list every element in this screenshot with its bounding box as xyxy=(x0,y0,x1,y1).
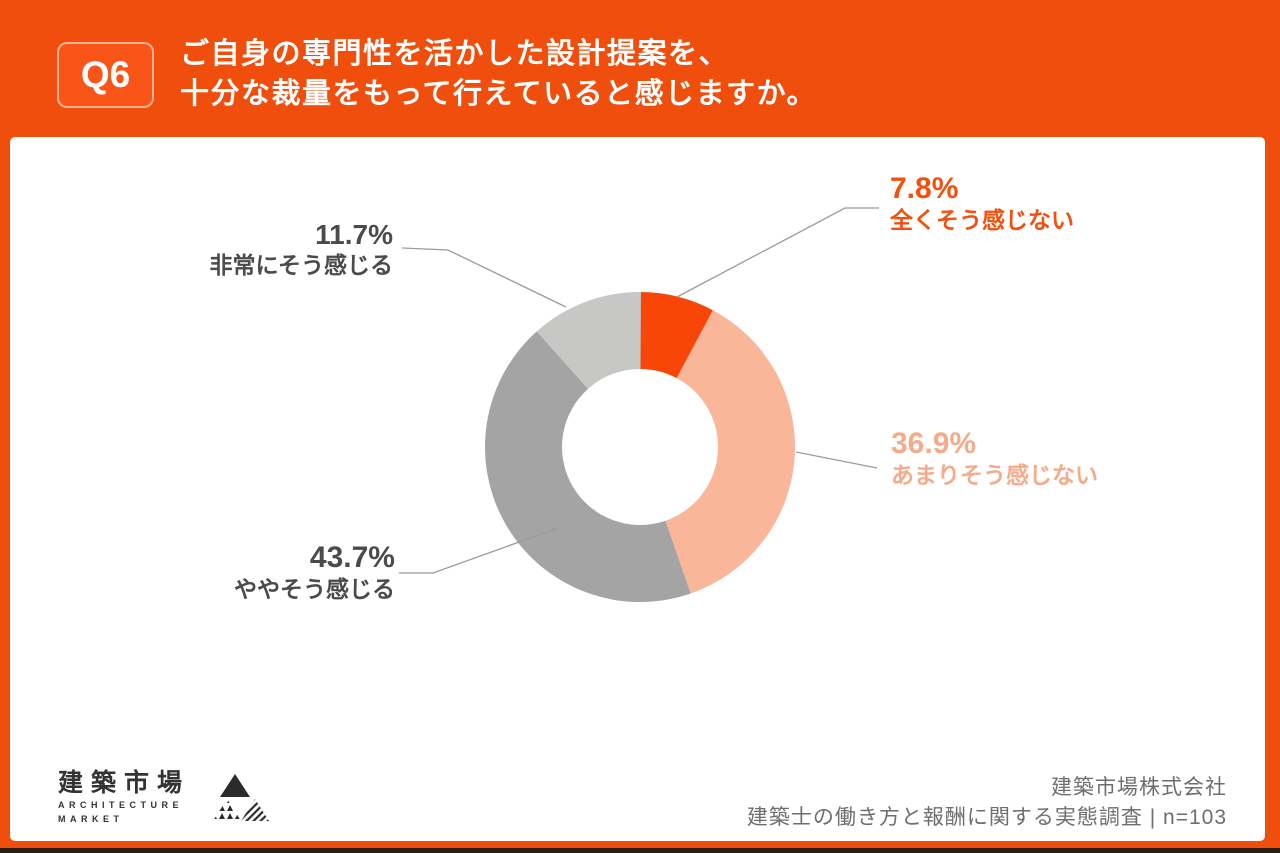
triangle-logo-icon xyxy=(213,774,270,821)
logo-jp-text: 建築市場 xyxy=(58,769,191,797)
callout-label-yaya: 43.7% ややそう感じる xyxy=(150,541,395,604)
question-title-line1: ご自身の専門性を活かした設計提案を、 xyxy=(180,38,730,70)
callout-text: 非常にそう感じる xyxy=(209,252,393,278)
callout-pct: 36.9% xyxy=(891,427,977,460)
logo-en-line2: MARKET xyxy=(58,814,124,824)
callout-text: あまりそう感じない xyxy=(891,462,1098,488)
callout-pct: 7.8% xyxy=(890,172,959,205)
logo-en-line1: ARCHITECTURE xyxy=(58,800,183,810)
callout-label-mattaku: 7.8% 全くそう感じない xyxy=(890,172,1074,235)
bottom-edge-strip xyxy=(0,848,1280,853)
callout-text: ややそう感じる xyxy=(234,576,395,602)
footer-credit: 建築市場株式会社 建築士の働き方と報酬に関する実態調査 | n=103 xyxy=(747,773,1227,833)
callout-label-amari: 36.9% あまりそう感じない xyxy=(891,427,1098,490)
callout-pct: 11.7% xyxy=(315,219,393,250)
logo-text: 建築市場 ARCHITECTURE MARKET xyxy=(58,770,190,824)
company-name: 建築市場株式会社 xyxy=(1051,776,1227,799)
question-badge: Q6 xyxy=(57,42,154,108)
callout-text: 全くそう感じない xyxy=(890,207,1074,233)
question-title-line2: 十分な裁量をもって行えていると感じますか。 xyxy=(180,78,818,110)
callout-pct: 43.7% xyxy=(309,541,395,574)
question-title: ご自身の専門性を活かした設計提案を、 十分な裁量をもって行えていると感じますか。 xyxy=(180,34,817,114)
survey-name: 建築士の働き方と報酬に関する実態調査 | n=103 xyxy=(746,806,1227,829)
architecture-market-logo: 建築市場 ARCHITECTURE MARKET xyxy=(58,770,270,824)
callout-label-hijou: 11.7% 非常にそう感じる xyxy=(150,220,393,280)
